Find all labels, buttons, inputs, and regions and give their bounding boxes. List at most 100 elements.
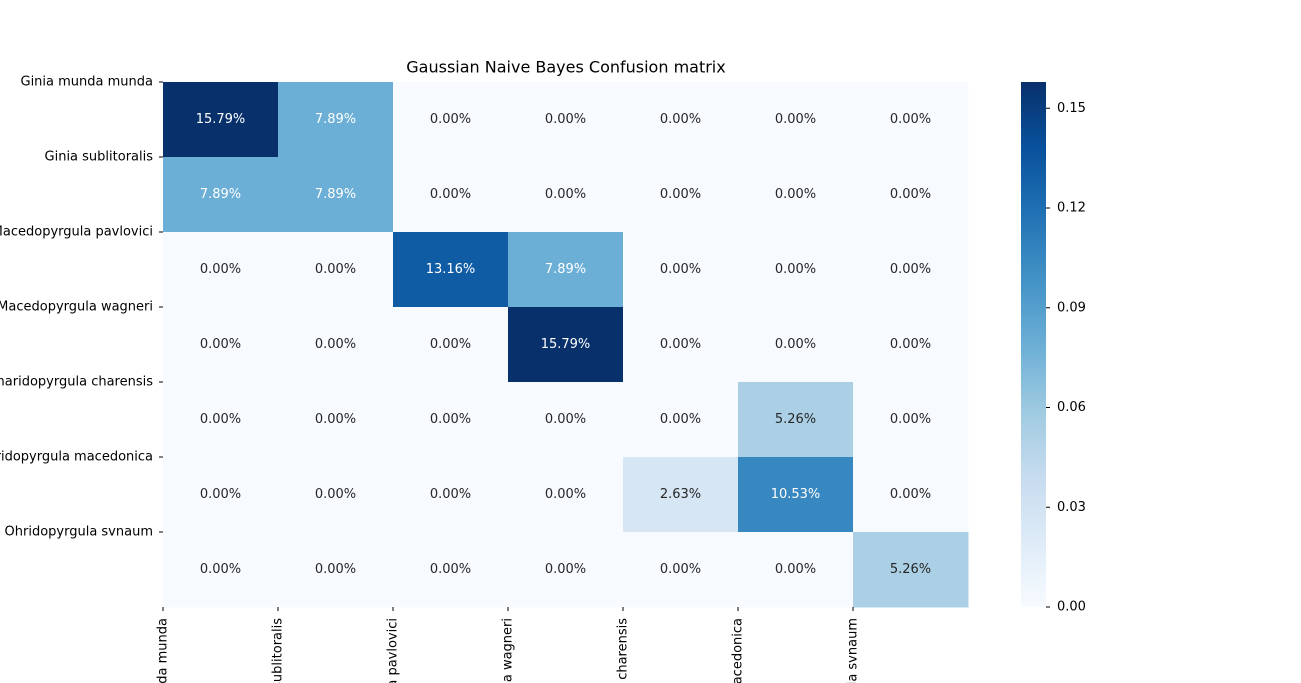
cell-label: 0.00% (200, 487, 241, 502)
cell-label: 0.00% (775, 262, 816, 277)
cell-label: 0.00% (545, 487, 586, 502)
cell-label: 0.00% (660, 412, 701, 427)
cell-label: 0.00% (890, 487, 931, 502)
cell-label: 0.00% (315, 337, 356, 352)
heatmap-cell (738, 82, 854, 158)
heatmap-cell (163, 382, 279, 458)
heatmap-cell (393, 232, 509, 308)
cell-label: 7.89% (315, 187, 356, 202)
cell-label: 0.00% (890, 187, 931, 202)
heatmap-cell (738, 307, 854, 383)
cell-label: 0.00% (430, 412, 471, 427)
heatmap-cell (278, 232, 394, 308)
heatmap-cell (623, 232, 739, 308)
heatmap-cell (393, 307, 509, 383)
cell-label: 0.00% (430, 112, 471, 127)
cell-label: 0.00% (890, 412, 931, 427)
colorbar-tick-label: 0.06 (1057, 400, 1086, 415)
colorbar-tick-label: 0.00 (1057, 600, 1086, 615)
heatmap-cell (163, 82, 279, 158)
heatmap-cell (508, 82, 624, 158)
cell-label: 0.00% (315, 562, 356, 577)
cell-label: 0.00% (660, 337, 701, 352)
heatmap-cell (623, 382, 739, 458)
cell-label: 0.00% (430, 487, 471, 502)
heatmap-cell (853, 82, 969, 158)
heatmap-cell (278, 457, 394, 533)
heatmap-cell (623, 82, 739, 158)
y-tick-label: Macedopyrgula pavlovici (0, 225, 153, 240)
heatmap-cell (738, 157, 854, 233)
cell-label: 7.89% (315, 112, 356, 127)
heatmap-cell (163, 457, 279, 533)
heatmap-cell (853, 307, 969, 383)
cell-label: 0.00% (775, 562, 816, 577)
y-tick-label: Ohridopyrgula macedonica (0, 450, 153, 465)
cell-label: 0.00% (775, 112, 816, 127)
cell-label: 0.00% (775, 337, 816, 352)
heatmap-cell (278, 157, 394, 233)
cell-label: 0.00% (545, 562, 586, 577)
colorbar-tick-label: 0.09 (1057, 300, 1086, 315)
heatmap-cell (508, 382, 624, 458)
heatmap-cell (853, 457, 969, 533)
heatmap-cell (163, 307, 279, 383)
cell-label: 0.00% (890, 337, 931, 352)
heatmap-cell (393, 82, 509, 158)
heatmap-cell (853, 157, 969, 233)
x-tick-label: Ginia sublitoralis (271, 618, 286, 683)
cell-label: 0.00% (545, 112, 586, 127)
heatmap-cell (393, 382, 509, 458)
heatmap-cell (623, 157, 739, 233)
x-tick-label: Macedopyrgula wagneri (501, 618, 516, 683)
heatmap-cell (623, 532, 739, 608)
cell-label: 0.00% (430, 562, 471, 577)
heatmap-cell (278, 382, 394, 458)
cell-label: 0.00% (890, 112, 931, 127)
cell-label: 0.00% (660, 112, 701, 127)
cell-label: 7.89% (200, 187, 241, 202)
x-tick-label: Ohridopyrgula svnaum (846, 618, 861, 683)
cell-label: 0.00% (660, 262, 701, 277)
heatmap-cell (508, 232, 624, 308)
cell-label: 0.00% (890, 262, 931, 277)
heatmap-cell (853, 232, 969, 308)
heatmap-cell (393, 532, 509, 608)
y-tick-label: Ginia sublitoralis (45, 150, 154, 165)
heatmap-cell (508, 157, 624, 233)
cell-label: 0.00% (430, 337, 471, 352)
x-tick-label: Macedopyrgula pavlovici (386, 618, 401, 683)
cell-label: 0.00% (660, 562, 701, 577)
heatmap-cell (738, 382, 854, 458)
y-tick-label: Ginia munda munda (21, 75, 154, 90)
cell-label: 15.79% (541, 337, 591, 352)
cell-label: 0.00% (660, 187, 701, 202)
cell-label: 0.00% (315, 412, 356, 427)
cell-label: 0.00% (200, 262, 241, 277)
cell-label: 5.26% (890, 562, 931, 577)
heatmap-cell (738, 457, 854, 533)
cell-label: 0.00% (315, 487, 356, 502)
heatmap-cell (278, 532, 394, 608)
colorbar-tick-label: 0.15 (1057, 101, 1086, 116)
heatmap-cell (163, 532, 279, 608)
colorbar-tick-label: 0.03 (1057, 500, 1086, 515)
cell-label: 0.00% (545, 412, 586, 427)
heatmap-cell (853, 382, 969, 458)
heatmap-cell (163, 157, 279, 233)
cell-label: 2.63% (660, 487, 701, 502)
heatmap-cell (738, 532, 854, 608)
x-tick-label: Ginia munda munda (156, 618, 171, 683)
heatmap-cell (623, 457, 739, 533)
heatmap-cell (278, 307, 394, 383)
y-tick-label: Charidopyrgula charensis (0, 375, 153, 390)
cell-label: 0.00% (775, 187, 816, 202)
heatmap-cell (393, 457, 509, 533)
cell-label: 0.00% (200, 562, 241, 577)
cell-label: 0.00% (200, 412, 241, 427)
cell-label: 0.00% (315, 262, 356, 277)
colorbar (1021, 82, 1046, 607)
cell-label: 5.26% (775, 412, 816, 427)
